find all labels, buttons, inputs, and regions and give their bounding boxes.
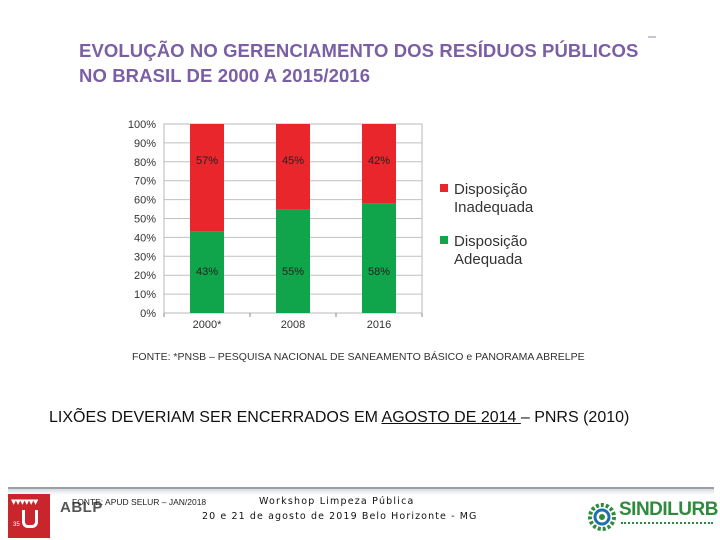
y-tick-label: 100%: [128, 119, 156, 131]
note-deadline: AGOSTO DE 2014: [381, 409, 521, 426]
bar-segment: [276, 124, 310, 210]
sindilurb-logo-text: SINDILURB: [619, 499, 718, 520]
chart-source: FONTE: *PNSB – PESQUISA NACIONAL DE SANE…: [132, 351, 585, 363]
y-tick-label: 50%: [134, 214, 156, 226]
landfill-note: LIXÕES DEVERIAM SER ENCERRADOS EM AGOSTO…: [49, 409, 629, 427]
sindilurb-rule: [621, 522, 713, 524]
y-tick-label: 40%: [134, 232, 156, 244]
x-tick-label: 2000*: [193, 319, 222, 331]
sindilurb-gear-logo-icon: [588, 503, 616, 531]
legend-label: Adequada: [454, 251, 523, 268]
y-tick-label: 0%: [140, 308, 156, 320]
y-tick-label: 70%: [134, 176, 156, 188]
title-decoration: [648, 36, 656, 38]
y-tick-label: 30%: [134, 251, 156, 263]
data-label: 45%: [282, 155, 304, 167]
slide-title: EVOLUÇÃO NO GERENCIAMENTO DOS RESÍDUOS P…: [79, 38, 669, 88]
title-line-1: EVOLUÇÃO NO GERENCIAMENTO DOS RESÍDUOS P…: [79, 40, 639, 61]
y-tick-label: 20%: [134, 270, 156, 282]
y-tick-label: 90%: [134, 138, 156, 150]
bar-segment: [276, 209, 310, 313]
bar-segment: [362, 203, 396, 313]
note-suffix: – PNRS (2010): [520, 409, 630, 426]
bar-segment: [362, 124, 396, 204]
data-label: 57%: [196, 155, 218, 167]
footer-divider: [8, 487, 714, 489]
legend-label: Disposição: [454, 233, 527, 250]
legend-swatch: [440, 236, 448, 244]
legend-label: Inadequada: [454, 199, 534, 216]
data-label: 43%: [196, 266, 218, 278]
y-tick-label: 80%: [134, 157, 156, 169]
x-tick-label: 2016: [367, 319, 391, 331]
footer-source: FONTE: APUD SELUR – JAN/2018: [72, 497, 207, 507]
bar-segment: [190, 124, 224, 232]
note-prefix: LIXÕES DEVERIAM SER ENCERRADOS EM: [49, 409, 382, 426]
x-tick-label: 2008: [281, 319, 305, 331]
legend-swatch: [440, 184, 448, 192]
legend-label: Disposição: [454, 181, 527, 198]
data-label: 58%: [368, 266, 390, 278]
event-name: Workshop Limpeza Pública: [259, 496, 415, 507]
bar-segment: [190, 231, 224, 313]
title-line-2: NO BRASIL DE 2000 A 2015/2016: [79, 65, 371, 86]
ablp-logo-text: ABLP: [60, 499, 103, 516]
y-tick-label: 60%: [134, 195, 156, 207]
y-tick-label: 10%: [134, 289, 156, 301]
abelp-hand-logo-icon: ▼▼▼▼▼▼ 35: [8, 494, 50, 538]
footer-shade: [8, 489, 714, 495]
event-date: 20 e 21 de agosto de 2019 Belo Horizonte…: [202, 511, 478, 522]
data-label: 55%: [282, 266, 304, 278]
data-label: 42%: [368, 155, 390, 167]
stacked-bar-chart: 0% 10% 20% 30% 40% 50% 60% 70% 80% 90% 100% 43% 57% 2…: [128, 119, 534, 331]
